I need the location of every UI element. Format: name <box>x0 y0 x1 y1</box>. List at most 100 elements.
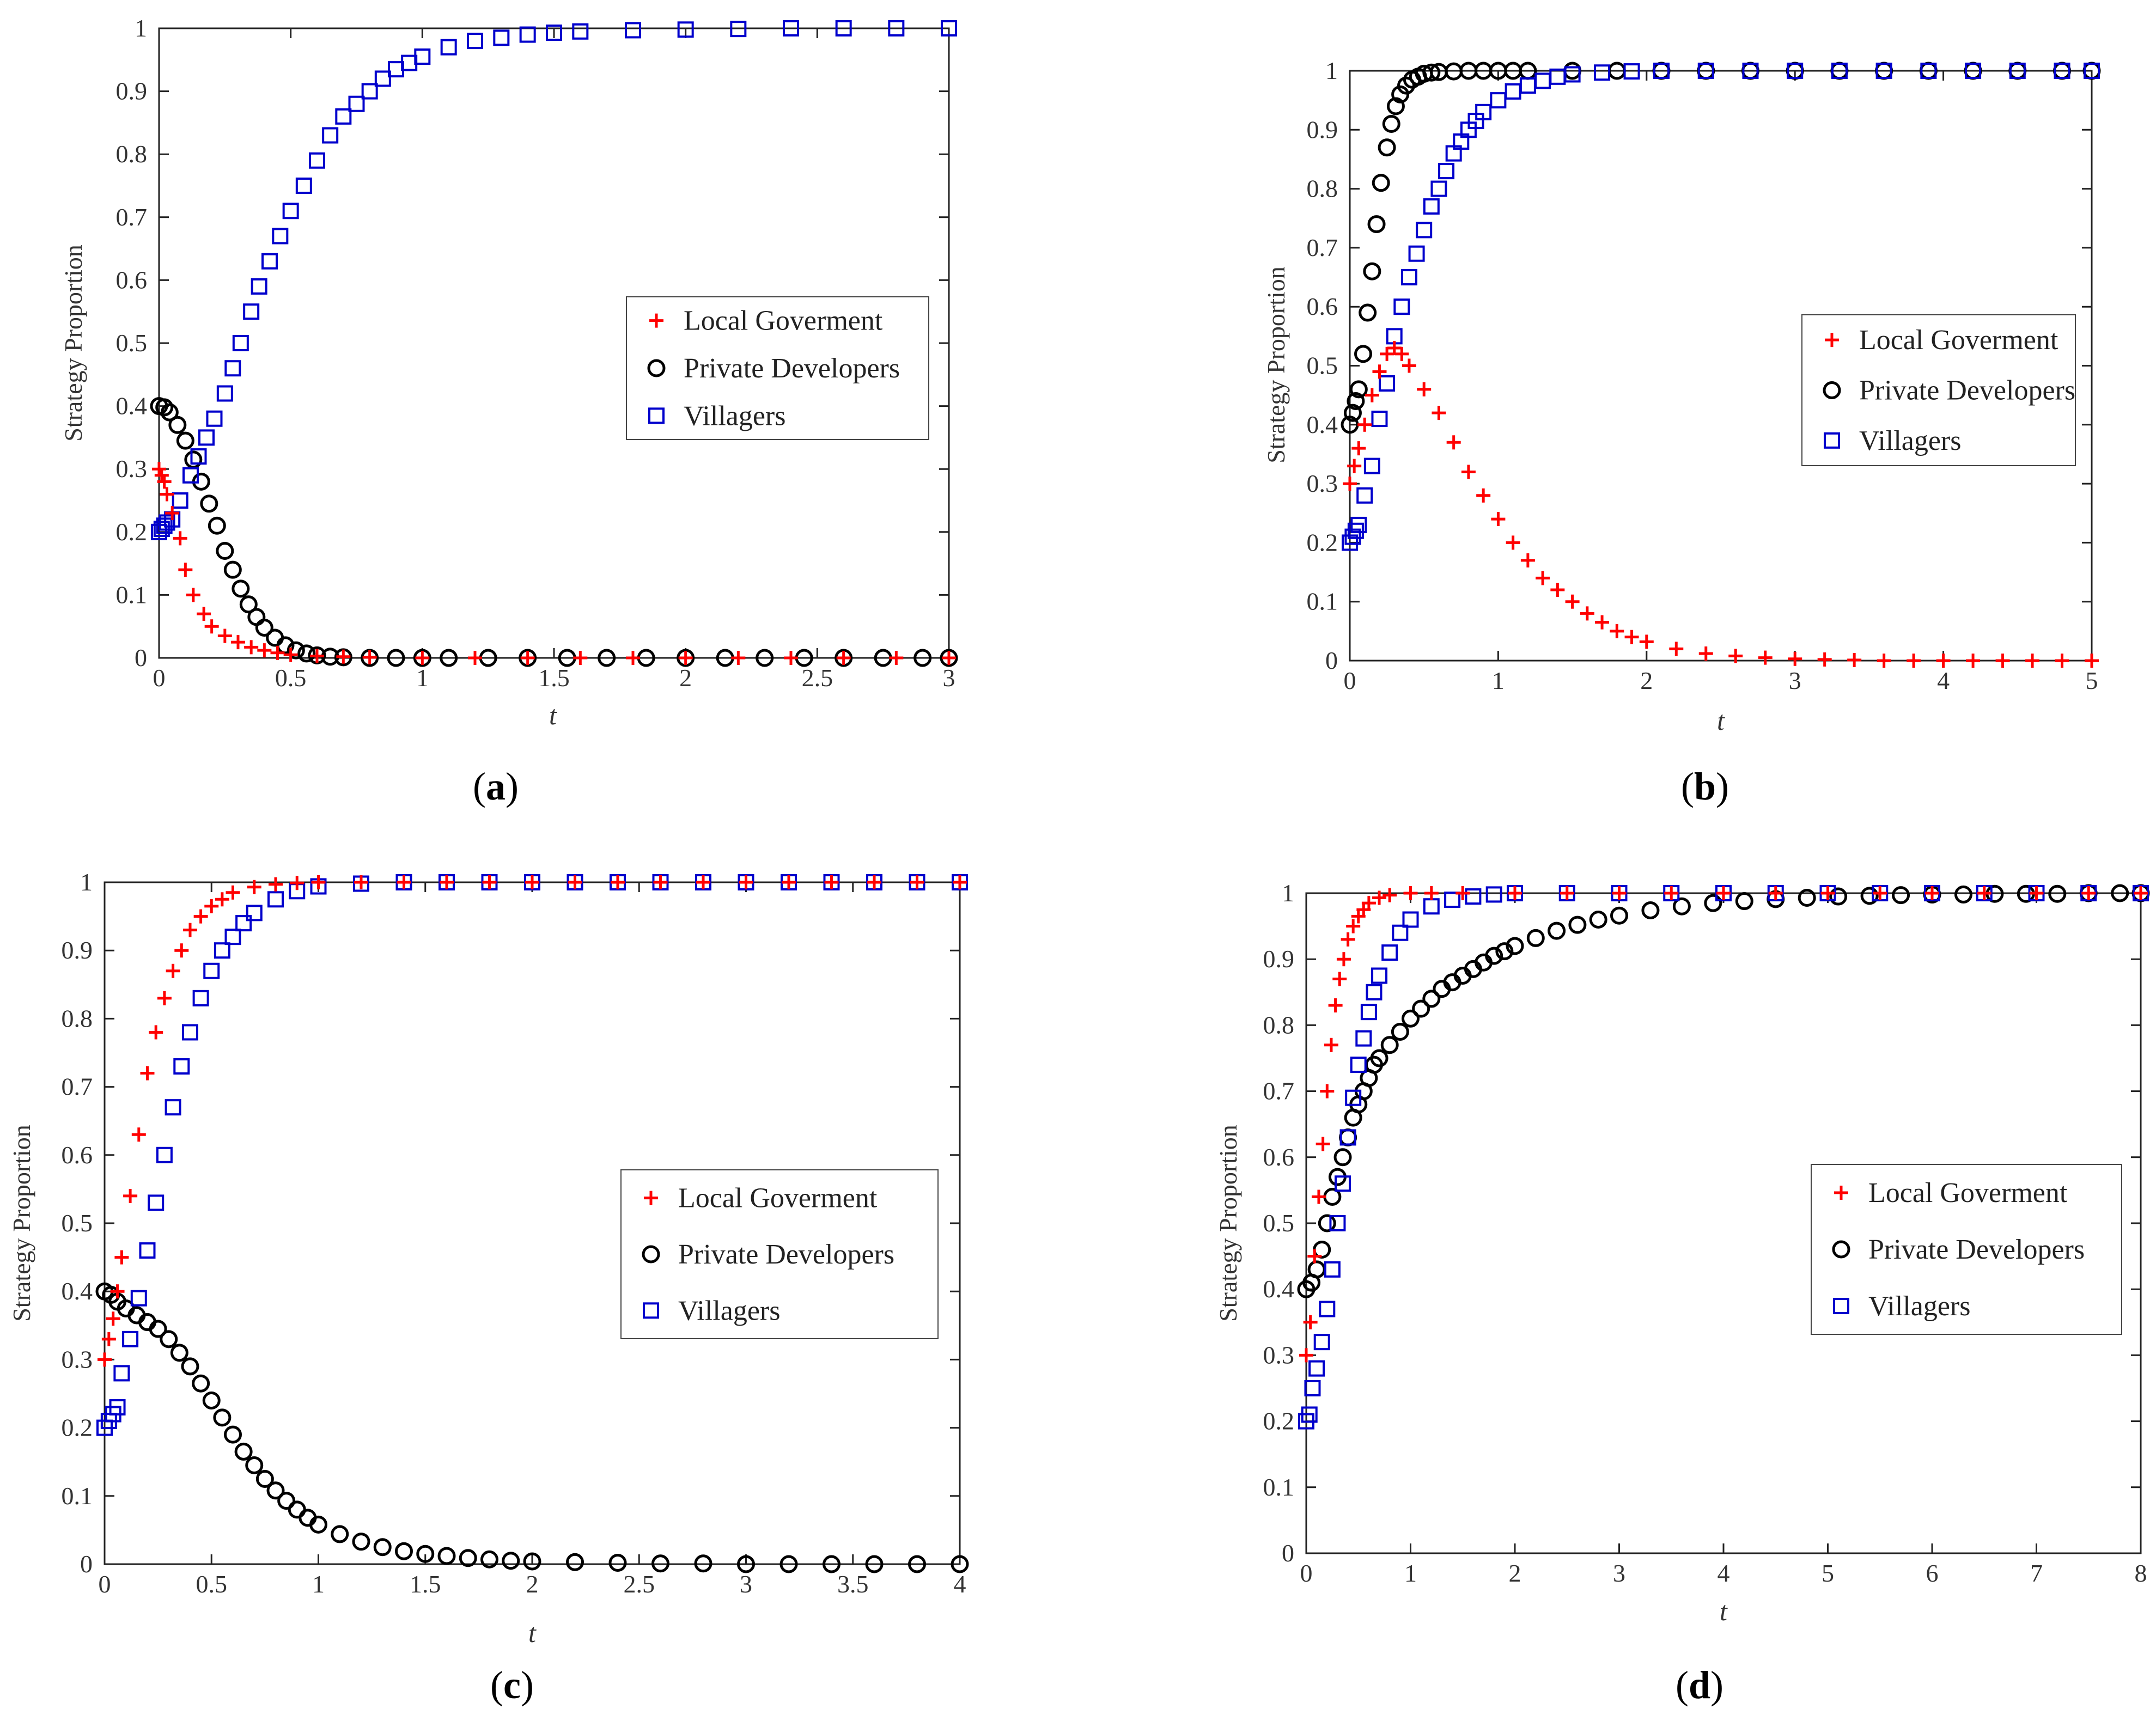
data-point <box>1408 245 1425 262</box>
y-tick-label: 0.2 <box>1263 1407 1295 1435</box>
data-point <box>1641 901 1660 920</box>
y-tick-label: 0.8 <box>1263 1011 1295 1039</box>
legend-label: Local Goverment <box>678 1183 878 1214</box>
data-point <box>226 885 240 900</box>
data-point <box>1355 1030 1372 1047</box>
data-point <box>283 648 298 662</box>
data-point <box>502 1552 520 1570</box>
x-tick-label: 1 <box>312 1570 325 1598</box>
data-point <box>1382 888 1397 902</box>
y-tick-label: 0.6 <box>1263 1143 1295 1171</box>
data-point <box>1371 410 1388 427</box>
data-point <box>1829 887 1848 906</box>
data-point <box>653 875 668 889</box>
data-point <box>908 1555 926 1573</box>
data-point <box>1595 615 1610 630</box>
data-point <box>1346 919 1361 933</box>
data-point <box>1379 375 1396 392</box>
data-point <box>1432 406 1446 420</box>
data-point <box>276 636 295 655</box>
data-point <box>2054 63 2070 79</box>
y-tick-label: 0.3 <box>1263 1341 1295 1369</box>
data-point <box>1416 222 1433 239</box>
y-tick-label: 1 <box>1325 57 1338 84</box>
data-point <box>1341 932 1355 947</box>
data-point <box>2081 886 2096 900</box>
data-point <box>1380 346 1394 361</box>
data-point <box>779 1555 798 1573</box>
data-point <box>174 943 189 958</box>
panel-a: 0 0.5 1 1.5 2 2.5 3 0 0.1 0.2 0.3 0.4 0.5 0.6 0.7 0.8 0.… <box>59 14 958 808</box>
legend-box <box>626 296 929 440</box>
data-point <box>232 579 250 598</box>
data-point <box>245 1456 264 1474</box>
data-point <box>677 21 694 38</box>
data-point <box>176 431 194 450</box>
data-point <box>1669 642 1684 656</box>
x-tick-label: 3 <box>1789 667 1801 694</box>
data-point <box>98 1352 112 1367</box>
data-point <box>1639 634 1654 649</box>
data-point <box>730 21 747 38</box>
data-point <box>1612 886 1627 900</box>
data-point <box>888 20 905 36</box>
series-local-goverment <box>152 462 956 665</box>
data-point <box>1328 998 1343 1013</box>
y-tick-label: 1 <box>1282 879 1294 907</box>
data-point <box>193 909 208 924</box>
data-point <box>269 877 283 892</box>
legend-box <box>1801 314 2076 466</box>
data-point <box>1324 1038 1338 1052</box>
x-tick-label: 4 <box>1937 667 1950 694</box>
data-point <box>678 651 693 665</box>
panel-caption: (d) <box>1676 1663 1723 1707</box>
panel-d: 0 1 2 3 4 5 6 7 8 0 0.1 0.2 0.3 0.4 0.5 0.6 0.7 0.8 0.9 1 t S… <box>1214 879 2150 1707</box>
data-point <box>1787 63 1804 79</box>
data-point <box>413 649 431 667</box>
y-tick-label: 0.5 <box>1307 352 1338 380</box>
legend: Local Goverment Private Developers Village… <box>626 296 929 440</box>
x-tick-label: 0 <box>1344 667 1356 694</box>
series-private-developers <box>95 1282 969 1573</box>
x-axis-label: t <box>1717 705 1725 736</box>
x-tick-label: 2.5 <box>624 1570 655 1598</box>
data-point <box>573 651 588 665</box>
x-axis-label: t <box>549 700 557 730</box>
data-point <box>1594 64 1611 81</box>
data-point <box>1475 103 1492 120</box>
data-point <box>1318 1214 1336 1232</box>
data-point <box>1672 897 1691 916</box>
data-point <box>168 416 187 434</box>
data-point <box>244 640 259 655</box>
data-point <box>1392 924 1409 941</box>
data-point <box>1366 984 1382 1000</box>
data-point <box>1624 630 1639 644</box>
data-point <box>352 1533 370 1551</box>
data-point <box>395 1542 413 1560</box>
data-point <box>2085 654 2099 668</box>
data-point <box>1526 929 1545 947</box>
data-point <box>1320 1084 1335 1098</box>
x-tick-label: 2 <box>1509 1559 1521 1587</box>
data-point <box>223 560 242 579</box>
legend-label: Local Goverment <box>684 306 883 337</box>
data-point <box>160 403 179 422</box>
legend-label: Villagers <box>1868 1291 1970 1322</box>
data-point <box>1508 886 1522 900</box>
data-point <box>1378 138 1396 157</box>
data-point <box>1798 888 1816 907</box>
series-local-goverment <box>1299 886 2148 1363</box>
data-point <box>1402 358 1416 373</box>
y-tick-label: 0.6 <box>116 266 148 294</box>
data-point <box>1485 947 1503 965</box>
data-point <box>1490 92 1507 109</box>
x-axis-label: t <box>1720 1596 1728 1626</box>
data-point <box>1920 63 1937 79</box>
data-point <box>824 875 839 889</box>
data-point <box>1875 63 1892 79</box>
legend: Local Goverment Private Developers Village… <box>620 1169 939 1339</box>
legend-marker <box>1833 1298 1849 1314</box>
legend-label: Local Goverment <box>1868 1177 2068 1209</box>
data-point <box>110 1284 125 1299</box>
data-point <box>1344 528 1361 545</box>
